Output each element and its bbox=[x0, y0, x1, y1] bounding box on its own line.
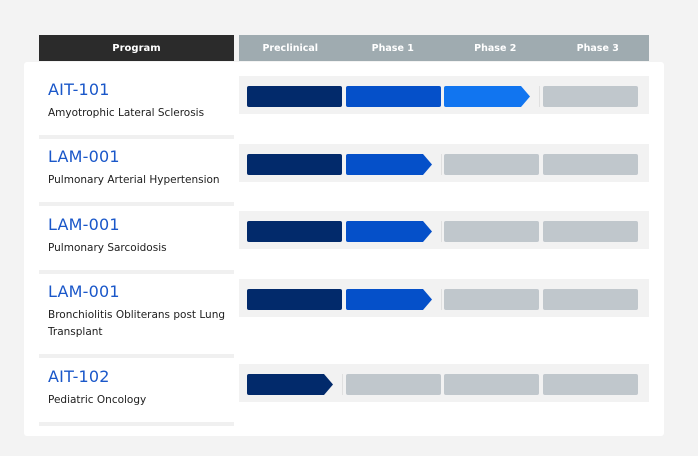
pipeline-track-2 bbox=[239, 144, 649, 182]
pipeline-track-5 bbox=[239, 364, 649, 402]
program-indication: Pulmonary Sarcoidosis bbox=[48, 242, 167, 254]
segment-preclinical bbox=[247, 86, 342, 107]
segment-phase-3 bbox=[543, 289, 638, 310]
header-phase-preclinical: Preclinical bbox=[262, 42, 319, 54]
header-phase-1: Phase 1 bbox=[371, 42, 414, 54]
pipeline-track-1 bbox=[239, 76, 649, 114]
segment-phase-1 bbox=[346, 289, 432, 310]
program-indication: Amyotrophic Lateral Sclerosis bbox=[48, 107, 205, 119]
segment-phase-3 bbox=[543, 154, 638, 175]
segment-phase-1 bbox=[346, 374, 441, 395]
program-indication: Bronchiolitis Obliterans post Lung Trans… bbox=[48, 309, 226, 338]
segment-preclinical bbox=[247, 289, 342, 310]
program-code: LAM-001 bbox=[48, 282, 120, 301]
segment-phase-2 bbox=[444, 289, 539, 310]
segment-preclinical bbox=[247, 374, 333, 395]
program-code: LAM-001 bbox=[48, 147, 120, 166]
header-phase-3: Phase 3 bbox=[576, 42, 619, 54]
stage-separator bbox=[342, 374, 343, 395]
header-phases: Preclinical Phase 1 Phase 2 Phase 3 bbox=[239, 35, 649, 61]
pipeline-track-3 bbox=[239, 211, 649, 249]
program-row-3: LAM-001 Pulmonary Sarcoidosis bbox=[39, 216, 234, 274]
program-row-5: AIT-102 Pediatric Oncology bbox=[39, 368, 234, 426]
segment-phase-2 bbox=[444, 154, 539, 175]
program-row-4: LAM-001 Bronchiolitis Obliterans post Lu… bbox=[39, 283, 234, 358]
segment-phase-1 bbox=[346, 154, 432, 175]
header-program-label: Program bbox=[112, 42, 161, 54]
header-program: Program bbox=[39, 35, 234, 61]
stage-separator bbox=[441, 154, 442, 175]
pipeline-track-4 bbox=[239, 279, 649, 317]
segment-preclinical bbox=[247, 154, 342, 175]
segment-phase-3 bbox=[543, 374, 638, 395]
header-phase-2: Phase 2 bbox=[474, 42, 517, 54]
stage-separator bbox=[441, 289, 442, 310]
program-code: LAM-001 bbox=[48, 215, 120, 234]
segment-phase-2 bbox=[444, 221, 539, 242]
segment-phase-3 bbox=[543, 86, 638, 107]
program-indication: Pulmonary Arterial Hypertension bbox=[48, 174, 220, 186]
segment-phase-1 bbox=[346, 86, 441, 107]
segment-phase-2 bbox=[444, 374, 539, 395]
program-row-1: AIT-101 Amyotrophic Lateral Sclerosis bbox=[39, 81, 234, 139]
program-code: AIT-101 bbox=[48, 80, 110, 99]
stage-separator bbox=[441, 221, 442, 242]
program-indication: Pediatric Oncology bbox=[48, 394, 147, 406]
stage-separator bbox=[539, 86, 540, 107]
segment-phase-1 bbox=[346, 221, 432, 242]
segment-phase-2 bbox=[444, 86, 530, 107]
segment-phase-3 bbox=[543, 221, 638, 242]
program-code: AIT-102 bbox=[48, 367, 110, 386]
program-row-2: LAM-001 Pulmonary Arterial Hypertension bbox=[39, 148, 234, 206]
segment-preclinical bbox=[247, 221, 342, 242]
